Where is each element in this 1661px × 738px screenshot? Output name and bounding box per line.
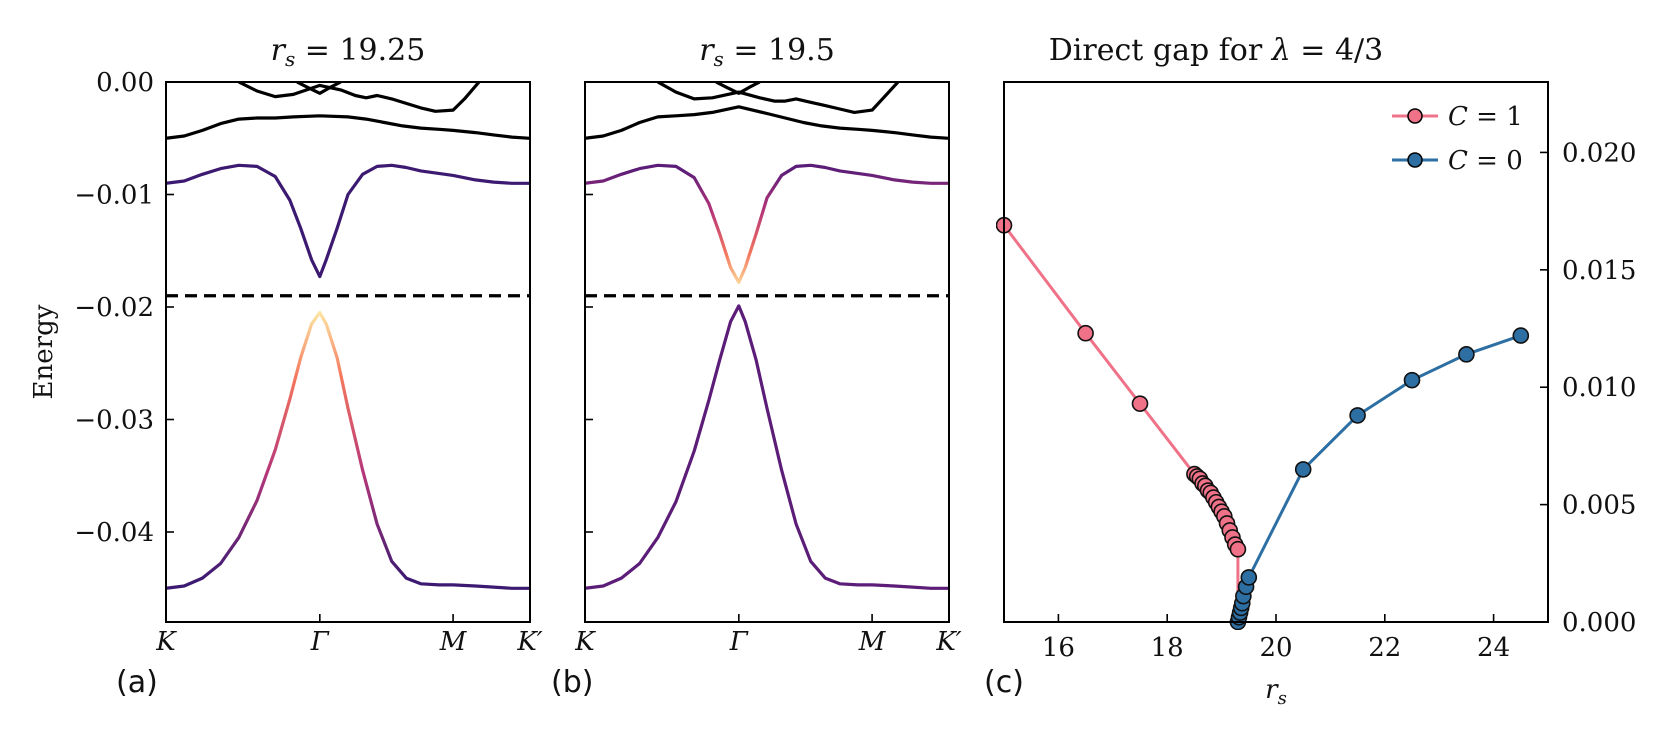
gap-line-c1 bbox=[1002, 224, 1240, 550]
panel-a-plot: K Γ M K′ 0.00 −0.01 −0.02 −0.03 −0.04 bbox=[74, 68, 542, 657]
gap-point-c0 bbox=[1349, 407, 1366, 424]
xtick-label-b-2: M bbox=[858, 627, 887, 657]
legend-marker-c1 bbox=[1407, 108, 1423, 124]
xtick-label-b-3: K′ bbox=[935, 627, 961, 657]
legend: C = 1 C = 0 bbox=[1392, 102, 1523, 176]
gap-point-c0 bbox=[1240, 569, 1258, 586]
panel-b-series bbox=[585, 82, 949, 590]
valence-band-a bbox=[166, 311, 530, 590]
ytick-label-a-3: −0.03 bbox=[74, 406, 154, 436]
ytick-label-a-0: 0.00 bbox=[96, 68, 154, 98]
gap-point-c0 bbox=[1294, 461, 1312, 478]
panel-a: rs = 19.25 K Γ M K′ 0.00 −0.01 −0.02 −0.03 −0.04… bbox=[29, 33, 543, 700]
panel-c-plot: 16 18 20 22 24 0.000 0.005 0.010 0.015 0.020 bbox=[996, 138, 1636, 663]
xtick-label-a-1: Γ bbox=[310, 627, 330, 657]
panel-a-series bbox=[166, 82, 530, 590]
xtick-label-b-1: Γ bbox=[729, 627, 749, 657]
gap-point-c0 bbox=[1458, 346, 1475, 363]
xtick-label-c-3: 22 bbox=[1368, 633, 1401, 663]
conduction-band-b bbox=[585, 163, 949, 284]
panel-a-title: rs = 19.25 bbox=[271, 33, 426, 71]
panel-a-label: (a) bbox=[116, 665, 158, 700]
panel-c-series bbox=[996, 216, 1530, 630]
panel-b-label: (b) bbox=[551, 665, 593, 700]
energy-axis-label: Energy bbox=[29, 304, 59, 399]
panel-b-title: rs = 19.5 bbox=[699, 33, 835, 71]
panel-c-title: Direct gap for λ = 4/3 bbox=[1049, 33, 1384, 68]
band-black-2-b bbox=[657, 82, 900, 115]
gap-point-c1 bbox=[1131, 395, 1149, 412]
panel-c: Direct gap for λ = 4/3 16 18 20 22 24 0.000 0.… bbox=[984, 33, 1636, 709]
panel-b: rs = 19.5 K Γ M K′ (b) bbox=[551, 33, 962, 700]
panel-c-frame bbox=[1003, 81, 1549, 623]
xtick-label-b-0: K bbox=[574, 627, 596, 657]
legend-label-c0: C = 0 bbox=[1448, 146, 1523, 176]
ytick-label-c-2: 0.010 bbox=[1562, 373, 1636, 403]
panel-a-frame bbox=[165, 81, 531, 623]
ytick-label-a-4: −0.04 bbox=[74, 518, 154, 548]
panel-b-frame bbox=[584, 81, 950, 623]
gap-point-c0 bbox=[1403, 371, 1421, 389]
xtick-label-c-0: 16 bbox=[1042, 633, 1075, 663]
band-black-1-b bbox=[585, 105, 949, 140]
gap-point-c1 bbox=[1229, 540, 1247, 558]
xtick-label-a-2: M bbox=[439, 627, 468, 657]
xtick-label-a-0: K bbox=[155, 627, 177, 657]
legend-label-c1: C = 1 bbox=[1448, 102, 1523, 132]
panel-c-label: (c) bbox=[984, 665, 1024, 700]
ytick-label-a-1: −0.01 bbox=[74, 181, 154, 211]
valence-band-b bbox=[585, 304, 949, 590]
xtick-label-c-2: 20 bbox=[1259, 633, 1292, 663]
panel-b-plot: K Γ M K′ bbox=[574, 81, 962, 657]
band-black-1-a bbox=[166, 114, 530, 140]
band-black-2-a bbox=[238, 82, 481, 113]
xtick-label-c-4: 24 bbox=[1477, 633, 1510, 663]
xtick-label-a-3: K′ bbox=[516, 627, 542, 657]
band-black-3-b bbox=[715, 82, 761, 95]
conduction-band-a bbox=[166, 163, 530, 279]
gap-point-c0 bbox=[1512, 327, 1530, 344]
gap-line-c0 bbox=[1236, 334, 1522, 623]
ytick-label-a-2: −0.02 bbox=[74, 293, 154, 323]
xtick-label-c-1: 18 bbox=[1151, 633, 1184, 663]
ytick-label-c-4: 0.020 bbox=[1562, 138, 1636, 168]
ytick-label-c-3: 0.015 bbox=[1562, 256, 1636, 286]
legend-marker-c0 bbox=[1407, 152, 1423, 168]
band-black-3-a bbox=[296, 82, 342, 95]
gap-point-c1 bbox=[1077, 324, 1094, 342]
rs-axis-label: rs bbox=[1265, 675, 1287, 709]
ytick-label-c-1: 0.005 bbox=[1562, 491, 1636, 521]
ytick-label-c-0: 0.000 bbox=[1562, 608, 1636, 638]
